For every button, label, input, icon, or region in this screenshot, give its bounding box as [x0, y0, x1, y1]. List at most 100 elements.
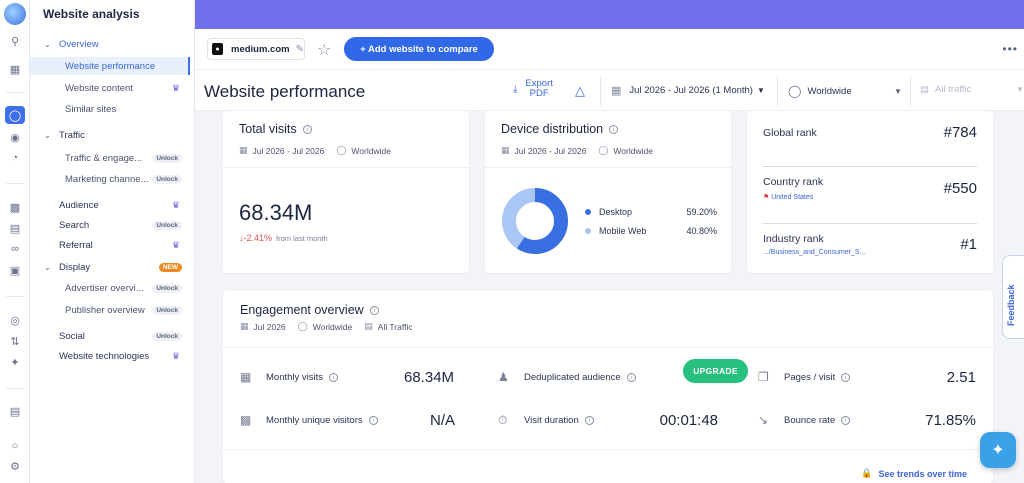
sidebar-title: Website analysis: [43, 7, 140, 21]
sidebar-item-traffic-engagement[interactable]: Traffic & engage... Unlock: [30, 149, 190, 167]
eye-icon[interactable]: ◎: [10, 314, 20, 327]
export-pdf-button[interactable]: ⤓ Export PDF: [513, 78, 553, 99]
mobile-dot: [585, 228, 591, 234]
people-icon: ♟: [498, 370, 509, 384]
sidebar-item-audience[interactable]: Audience ♛: [59, 199, 180, 211]
unlock-badge: Unlock: [152, 331, 182, 341]
graduation-cap-icon[interactable]: △: [575, 83, 585, 98]
sidebar-item-website-content[interactable]: Website content ♛: [65, 82, 180, 94]
unlock-badge: Unlock: [152, 174, 182, 184]
info-icon[interactable]: i: [302, 125, 312, 135]
engagement-overview-card: Engagement overview i ▦ Jul 2026 ◯ Worldwid…: [223, 291, 993, 483]
bar-chart-icon[interactable]: ▩: [9, 201, 21, 214]
country-rank-row: Country rank ⚑ United States #550: [763, 168, 977, 224]
integrations-icon[interactable]: ○: [11, 440, 19, 452]
sidebar-nav: Website analysis ⌄ Overview Website perf…: [30, 0, 195, 483]
globe-icon: ◯: [598, 145, 609, 155]
medium-favicon-icon: ●: [212, 43, 223, 55]
info-icon[interactable]: i: [626, 372, 636, 382]
chevron-down-icon: ▼: [894, 86, 902, 96]
sidebar-item-publisher-overview[interactable]: Publisher overview Unlock: [30, 301, 190, 319]
info-icon[interactable]: i: [329, 372, 339, 382]
app-logo-icon[interactable]: [4, 3, 26, 25]
sidebar-item-similar-sites[interactable]: Similar sites: [65, 103, 117, 115]
traffic-selector[interactable]: ▤ All traffic ▼: [920, 84, 1024, 95]
ads-icon[interactable]: ▣: [9, 264, 21, 277]
sidebar-item-social[interactable]: Social Unlock: [30, 327, 190, 345]
sidebar-item-referral[interactable]: Referral ♛: [59, 239, 180, 251]
traffic-icon: ▤: [364, 321, 373, 331]
sidebar-item-marketing-channels[interactable]: Marketing channe... Unlock: [30, 170, 190, 188]
device-distribution-card: Device distribution i ▦ Jul 2026 - Jul 202…: [485, 111, 731, 273]
info-icon[interactable]: i: [368, 415, 378, 425]
pages-per-visit-metric: ❐ Pages / visit i 2.51: [758, 368, 976, 386]
date-range-picker[interactable]: ▦ Jul 2026 - Jul 2026 (1 Month) ▼: [611, 85, 765, 97]
toolbar: ● medium.com ✎ ☆ + Add website to compar…: [195, 29, 1024, 69]
compass-icon[interactable]: ◉: [10, 131, 20, 144]
dashboard-icon[interactable]: ▦: [9, 63, 21, 76]
new-badge: NEW: [158, 262, 182, 272]
feedback-tab[interactable]: Feedback: [1002, 255, 1024, 339]
domain-chip[interactable]: ● medium.com ✎: [207, 38, 305, 60]
add-website-compare-button[interactable]: + Add website to compare: [344, 37, 494, 61]
sidebar-item-overview[interactable]: ⌄ Overview: [44, 38, 99, 50]
crown-icon: ♛: [171, 350, 180, 361]
info-icon[interactable]: i: [841, 372, 851, 382]
desktop-dot: [585, 209, 591, 215]
upgrade-button[interactable]: UPGRADE: [683, 359, 748, 383]
rank-card: Global rank #784 Country rank ⚑ United S…: [747, 111, 993, 273]
country-selector[interactable]: ◯ Worldwide ▼: [788, 84, 902, 98]
more-options-icon[interactable]: •••: [1002, 42, 1018, 56]
unlock-badge: Unlock: [152, 153, 182, 163]
chat-assistant-button[interactable]: ✦: [980, 432, 1016, 468]
calendar-icon: ▦: [239, 145, 248, 155]
device-distribution-title: Device distribution i: [501, 122, 619, 136]
crown-icon: ♛: [171, 82, 180, 93]
bounce-icon: ↘: [758, 413, 769, 427]
pie-icon[interactable]: ◔: [11, 152, 19, 164]
chat-sparkle-icon: ✦: [991, 442, 1005, 459]
pencil-icon[interactable]: ✎: [295, 43, 304, 55]
sidebar-item-display[interactable]: ⌄ Display NEW: [30, 258, 190, 276]
shuffle-icon[interactable]: ⇅: [10, 335, 20, 348]
icon-rail: ⚲ ▦ ◯ ◉ ◔ ▩ ▤ ∞ ▣ ◎ ⇅ ✦ ▤ ○ ⚙: [0, 0, 30, 483]
sidebar-item-advertiser-overview[interactable]: Advertiser overvi... Unlock: [30, 279, 190, 297]
globe-icon[interactable]: ◯: [5, 106, 25, 124]
star-icon[interactable]: ☆: [317, 42, 332, 59]
us-flag-icon: ⚑ United States: [763, 194, 814, 201]
deduplicated-audience-metric: ♟ Deduplicated audience i: [498, 366, 636, 388]
keyword-icon[interactable]: ▤: [9, 222, 21, 235]
calendar-icon: ▦: [240, 321, 249, 331]
info-icon[interactable]: i: [584, 415, 594, 425]
sparkle-icon[interactable]: ✦: [10, 356, 20, 369]
chevron-down-icon: ▼: [756, 86, 765, 95]
see-trends-link[interactable]: 🔒 See trends over time: [861, 468, 967, 479]
settings-icon[interactable]: ⚙: [10, 460, 20, 473]
unlock-badge: Unlock: [152, 305, 182, 315]
calendar-icon: ▦: [501, 145, 510, 155]
crown-icon: ♛: [171, 239, 180, 250]
total-visits-value: 68.34M: [239, 200, 313, 225]
search-icon[interactable]: ⚲: [10, 35, 20, 48]
monthly-unique-visitors-metric: ▩ Monthly unique visitors i N/A: [240, 411, 456, 429]
info-icon[interactable]: i: [609, 125, 619, 135]
chevron-down-icon: ⌄: [44, 39, 51, 49]
sidebar-item-traffic[interactable]: ⌄ Traffic: [44, 129, 85, 141]
device-meta: ▦ Jul 2026 - Jul 2026 ◯ Worldwide: [501, 145, 653, 156]
info-icon[interactable]: i: [369, 306, 379, 316]
sidebar-item-search[interactable]: Search Unlock: [30, 216, 190, 234]
bounce-rate-metric: ↘ Bounce rate i 71.85%: [758, 411, 976, 429]
engagement-title: Engagement overview i: [240, 303, 379, 317]
chevron-down-icon: ⌄: [44, 130, 51, 140]
report-icon[interactable]: ▤: [9, 405, 21, 418]
calendar-icon: ▦: [611, 85, 622, 97]
link-icon[interactable]: ∞: [11, 243, 19, 255]
total-visits-meta: ▦ Jul 2026 - Jul 2026 ◯ Worldwide: [239, 145, 391, 156]
sidebar-item-website-performance[interactable]: Website performance: [30, 57, 190, 75]
total-visits-title: Total visits i: [239, 122, 312, 136]
globe-icon: ◯: [788, 84, 802, 98]
info-icon[interactable]: i: [841, 415, 851, 425]
total-visits-change: ↓-2.41% from last month: [239, 233, 328, 243]
sidebar-item-website-technologies[interactable]: Website technologies ♛: [59, 350, 180, 362]
pages-icon: ❐: [758, 370, 769, 384]
